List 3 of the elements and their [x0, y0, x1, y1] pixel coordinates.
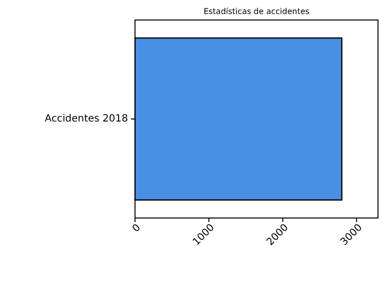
y-tick-label: Accidentes 2018 — [44, 114, 128, 125]
x-tick-label: 0 — [130, 222, 144, 235]
chart-title: Estadísticas de accidentes — [204, 7, 310, 16]
